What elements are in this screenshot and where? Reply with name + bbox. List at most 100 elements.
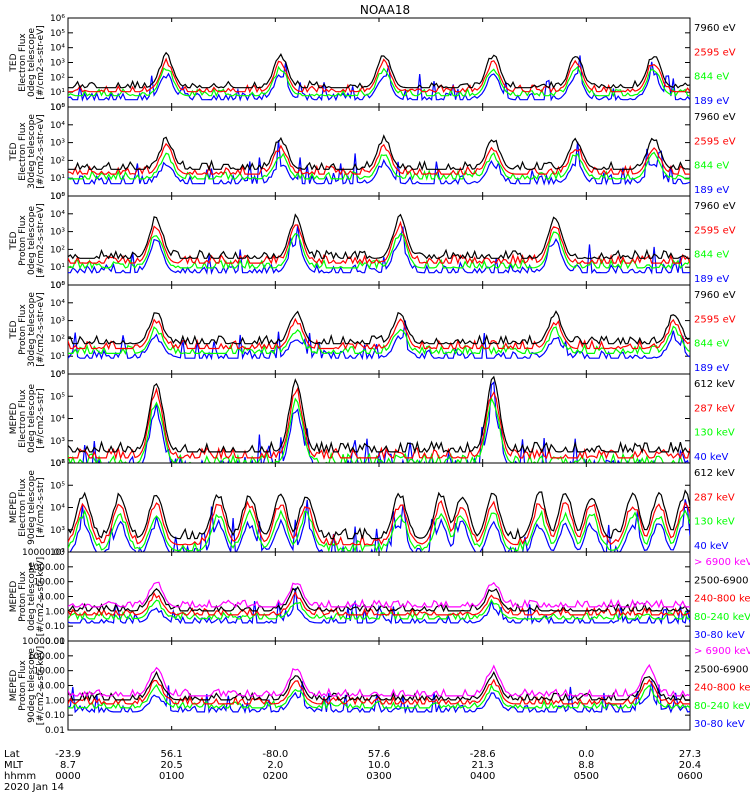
y-tick-label: 10²	[50, 548, 65, 558]
legend-entry: 189 eV	[694, 274, 729, 285]
y-axis-label-line: TED	[9, 142, 19, 161]
mlt-tick-label: 8.7	[60, 760, 76, 771]
y-axis-label: MEPEDProton Flux90deg telescope[#/cm2-s-…	[9, 646, 46, 725]
trace-red	[68, 220, 690, 266]
trace-blue	[68, 680, 690, 715]
lat-tick-label: -23.9	[55, 749, 81, 760]
y-tick-label: 10⁴	[50, 415, 65, 425]
legend-entry: 7960 eV	[694, 201, 736, 212]
y-tick-label: 10⁰	[50, 281, 65, 291]
y-tick-label: 10¹	[50, 352, 65, 362]
y-axis-label-line: [#/cm2-s-str-eV]	[36, 114, 46, 189]
y-tick-label: 10³	[50, 437, 65, 447]
y-tick-label: 10²	[50, 73, 65, 83]
y-axis-label-line: 30deg telescope	[27, 292, 37, 367]
date-label: 2020 Jan 14	[4, 782, 64, 793]
y-tick-label: 10⁵	[50, 29, 65, 39]
trace-black	[68, 213, 690, 261]
lat-tick-label: 56.1	[161, 749, 183, 760]
y-tick-label: 100.00	[34, 667, 66, 677]
y-axis-label: MEPEDProton Flux0deg telescope[#/cm2-s-s…	[9, 557, 46, 636]
panel-traces	[68, 213, 690, 275]
legend-entry: 189 eV	[694, 96, 729, 107]
legend-entry: 7960 eV	[694, 23, 736, 34]
panel-2: 10⁰ 10¹ 10² 10³ 10⁴ 10⁵ TEDElectron Flux30deg …	[9, 103, 736, 202]
y-tick-label: 10⁵	[50, 481, 65, 491]
y-tick-label: 10⁵	[50, 192, 65, 202]
legend-entry: 612 keV	[694, 468, 735, 479]
panel-5: 10² 10³ 10⁴ 10⁵ 10⁶ MEPEDElectron Flux0deg te…	[9, 370, 735, 469]
mlt-tick-label: 20.4	[679, 760, 701, 771]
y-axis-label-line: 0deg telescope	[27, 384, 37, 454]
lat-tick-label: 57.6	[368, 749, 390, 760]
legend-entry: > 6900 keV	[694, 557, 750, 568]
hhmm-tick-label: 0000	[55, 771, 80, 782]
panel-frame	[67, 551, 691, 642]
legend-entry: 130 keV	[694, 428, 735, 439]
y-axis-label-line: MEPED	[9, 492, 19, 524]
trace-black	[68, 670, 690, 702]
y-tick-label: 10⁴	[50, 299, 65, 309]
trace-red	[68, 57, 690, 94]
y-tick-label: 10.00	[39, 593, 65, 603]
trace-black	[68, 375, 690, 455]
trace-black	[68, 51, 690, 90]
y-tick-label: 10²	[50, 459, 65, 469]
legend-entry: 287 keV	[694, 492, 735, 503]
panel-8: 0.010.101.0010.00100.001000.0010000.00ME…	[9, 637, 750, 736]
y-tick-label: 10¹	[50, 88, 65, 98]
y-axis-label-line: [#/cm2-s-str-eV]	[36, 25, 46, 100]
y-axis-label-line: Electron Flux	[18, 389, 28, 448]
y-tick-label: 10²	[50, 334, 65, 344]
panel-6: 10² 10³ 10⁴ 10⁵ 10⁶ MEPEDElectron Flux90deg t…	[9, 459, 735, 558]
y-tick-label: 10⁰	[50, 370, 65, 380]
legend-entry: 7960 eV	[694, 112, 736, 123]
y-axis-label: MEPEDElectron Flux90deg telescope[#/cm2-…	[9, 470, 46, 545]
y-tick-label: 10³	[50, 59, 65, 69]
y-tick-label: 10⁴	[50, 504, 65, 514]
hhmm-tick-label: 0100	[159, 771, 184, 782]
y-tick-label: 0.10	[45, 622, 65, 632]
y-axis-label-line: Proton Flux	[18, 304, 28, 355]
y-tick-label: 0.01	[45, 726, 65, 736]
trace-green	[68, 231, 690, 270]
trace-black	[68, 134, 690, 172]
trace-red	[68, 386, 690, 461]
y-axis-label-line: Electron Flux	[18, 478, 28, 537]
legend-entry: 844 eV	[694, 339, 729, 350]
y-axis-label-line: [#/cm2-s-str-eV]	[36, 292, 46, 367]
trace-blue	[68, 55, 690, 102]
y-tick-label: 10⁵	[50, 392, 65, 402]
trace-green	[68, 683, 690, 710]
y-tick-label: 10000.00	[22, 637, 65, 647]
mlt-tick-label: 10.0	[368, 760, 390, 771]
y-tick-label: 10⁶	[50, 459, 65, 469]
y-tick-label: 10²	[50, 156, 65, 166]
legend-entry: 844 eV	[694, 161, 729, 172]
lat-tick-label: -80.0	[262, 749, 288, 760]
trace-black	[68, 585, 690, 613]
y-axis-label-line: TED	[9, 231, 19, 250]
panel-4: 10⁰ 10¹ 10² 10³ 10⁴ 10⁵ TEDProton Flux30deg te…	[9, 281, 736, 380]
hhmm-tick-label: 0300	[366, 771, 391, 782]
y-axis-label: TEDProton Flux0deg telescope[#/cm2-s-str…	[9, 203, 46, 278]
y-tick-label: 10⁰	[50, 103, 65, 113]
y-tick-label: 10.00	[39, 682, 65, 692]
lat-tick-label: 27.3	[679, 749, 701, 760]
y-axis-label: MEPEDElectron Flux0deg telescope[#/cm2-s…	[9, 384, 46, 454]
legend-entry: 612 keV	[694, 379, 735, 390]
y-tick-label: 10⁴	[50, 44, 65, 54]
y-axis-label-line: 30deg telescope	[27, 114, 37, 189]
trace-red	[68, 317, 690, 351]
y-tick-label: 10⁶	[50, 370, 65, 380]
y-tick-label: 0.10	[45, 711, 65, 721]
y-axis-label-line: [#/cm2-s-str]	[36, 388, 46, 448]
panel-traces	[68, 581, 690, 625]
legend-entry: 2595 eV	[694, 136, 736, 147]
lat-tick-label: -28.6	[470, 749, 496, 760]
y-axis-label-line: Proton Flux	[18, 571, 28, 622]
mlt-tick-label: 20.5	[161, 760, 183, 771]
y-tick-label: 10000.00	[22, 548, 65, 558]
trace-black	[68, 489, 690, 540]
